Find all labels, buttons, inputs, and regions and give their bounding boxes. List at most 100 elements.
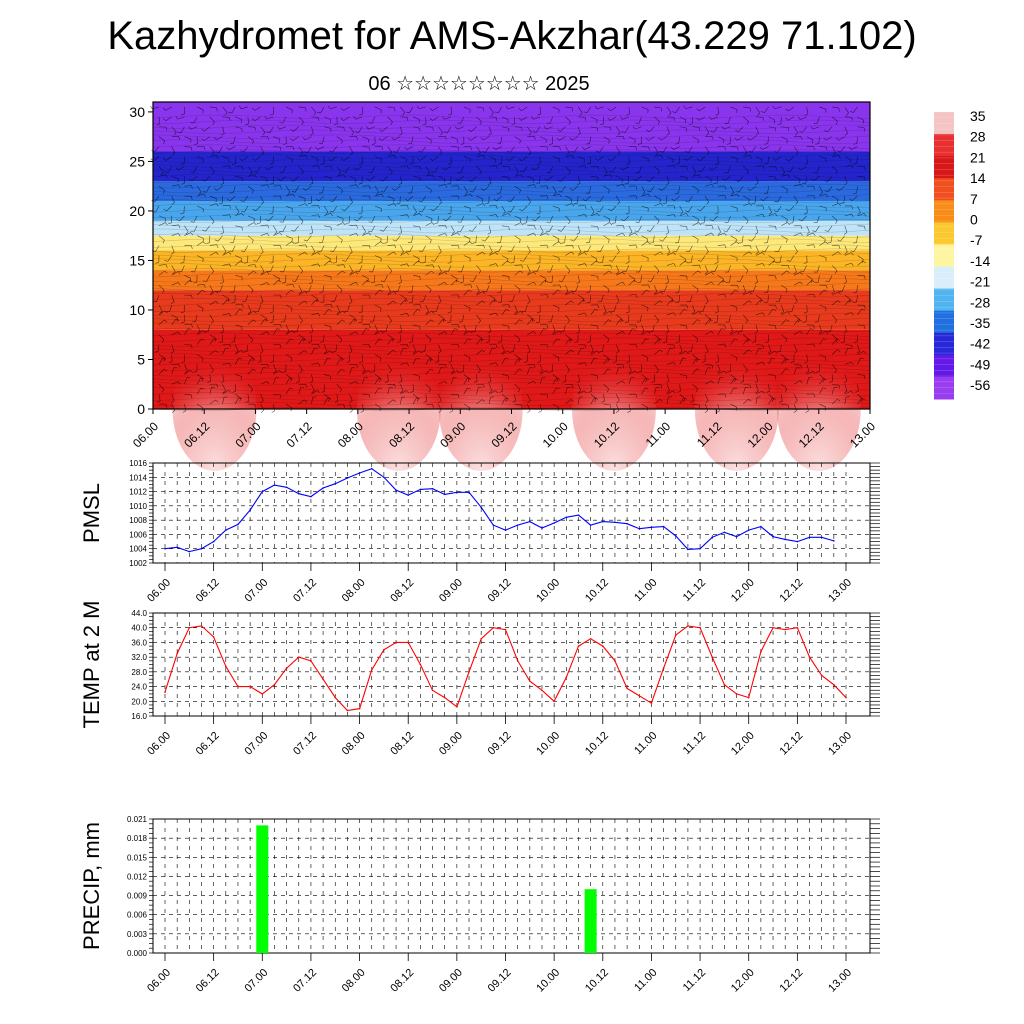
wind-barb-flag xyxy=(481,399,485,402)
wind-barb-flag xyxy=(185,231,189,235)
wind-barb xyxy=(806,232,814,236)
wind-barb-flag xyxy=(480,338,483,343)
wind-barb xyxy=(171,175,179,179)
wind-barb xyxy=(438,224,446,227)
wind-barb xyxy=(298,195,306,199)
wind-barb xyxy=(196,403,204,409)
wind-barb xyxy=(432,106,439,111)
wind-barb xyxy=(527,344,531,352)
wind-barb-flag xyxy=(799,281,803,285)
wind-barb xyxy=(349,146,354,153)
series-point xyxy=(614,521,616,524)
wind-barb-flag xyxy=(356,136,358,140)
wind-barb xyxy=(577,397,580,405)
wind-barb-flag xyxy=(584,205,587,210)
contour-line xyxy=(152,238,871,243)
wind-barb-flag xyxy=(400,390,404,394)
wind-barb xyxy=(489,390,496,395)
wind-barb-flag xyxy=(622,281,626,285)
wind-barb xyxy=(209,364,214,371)
wind-barb xyxy=(329,106,337,110)
wind-barb xyxy=(615,265,620,272)
series-point xyxy=(796,540,799,543)
wind-barb xyxy=(311,205,319,207)
wind-barb-flag xyxy=(175,116,179,120)
wind-barb-flag xyxy=(201,129,205,132)
wind-barb-flag xyxy=(392,399,397,403)
wind-barb-flag xyxy=(844,390,848,394)
series-point xyxy=(820,536,823,539)
wind-barb xyxy=(514,174,522,177)
wind-barb-flag xyxy=(252,140,254,145)
wind-barb xyxy=(653,235,655,243)
wind-barb-flag xyxy=(612,361,617,363)
wind-barb xyxy=(585,195,591,201)
wind-barb-flag xyxy=(844,182,848,186)
wind-barb-flag xyxy=(659,399,663,402)
wind-barb xyxy=(349,184,357,187)
wind-barb-flag xyxy=(342,222,346,226)
wind-barb-flag xyxy=(864,325,866,330)
wind-barb-flag xyxy=(755,251,759,255)
wind-barb xyxy=(650,275,655,282)
wind-barb xyxy=(666,384,670,391)
wind-barb xyxy=(831,265,838,271)
wind-barb-flag xyxy=(557,179,561,182)
wind-barb xyxy=(425,358,430,365)
wind-barb-flag xyxy=(755,390,759,394)
wind-barb xyxy=(471,126,477,132)
wind-barb xyxy=(777,205,782,212)
wind-barb-flag xyxy=(570,239,574,242)
wind-barb-flag xyxy=(439,152,443,156)
wind-barb xyxy=(717,275,724,280)
wind-barb xyxy=(209,350,216,355)
wind-barb xyxy=(387,155,395,157)
x-tick-label: 13.00 xyxy=(826,967,854,995)
series-point xyxy=(699,547,701,550)
wind-barb xyxy=(692,384,698,389)
contour-line xyxy=(152,372,871,377)
wind-barb-flag xyxy=(417,158,421,161)
wind-barb-flag xyxy=(229,205,232,209)
wind-barb-flag xyxy=(407,344,409,348)
wind-barb-flag xyxy=(368,324,371,328)
wind-barb xyxy=(488,374,492,382)
wind-barb-flag xyxy=(811,279,813,283)
wind-barb-flag xyxy=(512,400,516,403)
wind-barb-flag xyxy=(245,123,249,126)
series-point xyxy=(492,524,495,526)
wind-barb xyxy=(233,186,236,194)
wind-barb-flag xyxy=(824,239,826,243)
wind-barb xyxy=(476,291,483,296)
wind-barb xyxy=(679,275,687,277)
wind-barb-flag xyxy=(708,116,712,120)
wind-barb-flag xyxy=(481,349,485,353)
wind-barb-flag xyxy=(715,361,719,364)
wind-barb-flag xyxy=(367,278,369,283)
wind-barb xyxy=(425,174,433,177)
wind-barb-flag xyxy=(584,165,587,169)
wind-barb-flag xyxy=(290,129,294,132)
wind-barb-flag xyxy=(836,137,839,141)
wind-barb-flag xyxy=(203,280,207,282)
wind-barb-flag xyxy=(659,349,663,353)
wind-barb-flag xyxy=(679,350,683,354)
wind-barb xyxy=(349,224,357,227)
wind-barb-flag xyxy=(717,231,721,235)
wind-barb xyxy=(387,116,393,123)
colorbar-swatch xyxy=(934,178,954,201)
contour-line xyxy=(152,288,871,293)
wind-barb xyxy=(332,146,338,153)
wind-barb-flag xyxy=(349,400,353,403)
wind-barb xyxy=(285,156,293,160)
wind-barb xyxy=(628,377,632,385)
wind-barb-flag xyxy=(549,143,553,145)
wind-barb-flag xyxy=(406,313,410,317)
wind-barb-flag xyxy=(696,108,700,112)
wind-barb-flag xyxy=(843,380,848,384)
wind-barb xyxy=(425,368,431,375)
wind-barb xyxy=(400,263,408,266)
series-point xyxy=(297,492,300,495)
wind-barb-flag xyxy=(368,344,371,349)
wind-barb-flag xyxy=(368,122,373,124)
